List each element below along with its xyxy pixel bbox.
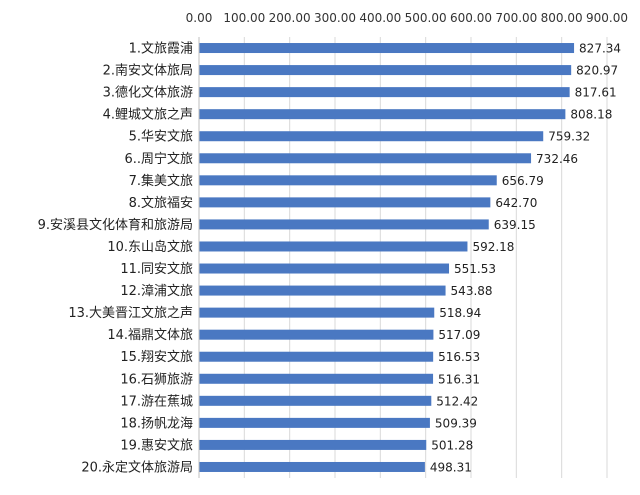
- category-label: 18.扬帆龙海: [120, 416, 193, 431]
- category-label: 9.安溪县文化体育和旅游局: [38, 217, 193, 233]
- bar: [199, 395, 432, 406]
- value-label: 509.39: [435, 416, 477, 430]
- category-label: 8.文旅福安: [129, 196, 193, 211]
- bar: [199, 241, 468, 252]
- x-tick-label: 0.00: [186, 11, 213, 25]
- value-labels: 827.34 820.97 817.61 808.18 759.32 732.46 656.…: [430, 42, 621, 475]
- category-label: 19.惠安文旅: [120, 438, 193, 453]
- category-label: 5.华安文旅: [129, 130, 193, 145]
- value-label: 498.31: [430, 460, 472, 474]
- bar: [199, 131, 544, 142]
- category-label: 10.东山岛文旅: [107, 239, 193, 255]
- value-label: 820.97: [576, 64, 618, 78]
- bar: [199, 109, 566, 120]
- category-label: 16.石狮旅游: [120, 372, 193, 387]
- category-label: 13.大美晋江文旅之声: [68, 306, 193, 321]
- category-label: 15.翔安文旅: [120, 350, 193, 365]
- bars: [199, 43, 575, 472]
- value-label: 512.42: [436, 394, 478, 408]
- value-label: 639.15: [494, 218, 536, 232]
- bar: [199, 439, 427, 450]
- category-label: 20.永定文体旅游局: [81, 460, 193, 475]
- bar: [199, 65, 572, 76]
- value-label: 642.70: [495, 196, 537, 210]
- value-label: 656.79: [502, 174, 544, 188]
- bar: [199, 285, 446, 296]
- category-label: 11.同安文旅: [120, 262, 193, 277]
- bar: [199, 153, 532, 164]
- category-label: 14.福鼎文体旅: [107, 328, 193, 343]
- grid-lines: [198, 37, 608, 478]
- bar: [199, 87, 570, 98]
- bar: [199, 373, 434, 384]
- category-label: 3.德化文体旅游: [103, 86, 193, 101]
- bar: [199, 197, 491, 208]
- value-label: 501.28: [431, 438, 473, 452]
- x-tick-label: 100.00: [223, 11, 265, 25]
- bar: [199, 307, 435, 318]
- x-tick-label: 900.00: [586, 11, 628, 25]
- value-label: 827.34: [579, 42, 621, 56]
- value-label: 517.09: [438, 328, 480, 342]
- x-tick-label: 600.00: [450, 11, 492, 25]
- category-label: 4.鲤城文旅之声: [103, 108, 193, 123]
- x-tick-label: 500.00: [405, 11, 447, 25]
- x-tick-label: 400.00: [359, 11, 401, 25]
- value-label: 543.88: [451, 284, 493, 298]
- bar: [199, 219, 489, 230]
- x-tick-label: 700.00: [495, 11, 537, 25]
- value-label: 732.46: [536, 152, 578, 166]
- value-label: 592.18: [472, 240, 514, 254]
- value-label: 516.53: [438, 350, 480, 364]
- category-label: 17.游在蕉城: [120, 394, 193, 409]
- category-label: 7.集美文旅: [129, 173, 193, 189]
- value-label: 516.31: [438, 372, 480, 386]
- x-axis-ticks: 0.00 100.00 200.00 300.00 400.00 500.00 600.00…: [186, 11, 628, 25]
- bar: [199, 461, 425, 472]
- value-label: 817.61: [575, 86, 617, 100]
- value-label: 759.32: [548, 130, 590, 144]
- value-label: 551.53: [454, 262, 496, 276]
- bar: [199, 417, 430, 428]
- category-label: 2.南安文体旅局: [103, 63, 193, 79]
- bar: [199, 329, 434, 340]
- x-tick-label: 800.00: [541, 11, 583, 25]
- category-label: 1.文旅霞浦: [129, 42, 193, 57]
- category-label: 6..周宁文旅: [124, 151, 193, 167]
- x-tick-label: 300.00: [314, 11, 356, 25]
- x-tick-label: 200.00: [269, 11, 311, 25]
- bar: [199, 351, 434, 362]
- value-label: 808.18: [570, 108, 612, 122]
- bar: [199, 43, 575, 54]
- value-label: 518.94: [439, 306, 481, 320]
- bar: [199, 175, 497, 186]
- category-labels: 1.文旅霞浦 2.南安文体旅局 3.德化文体旅游 4.鲤城文旅之声 5.华安文旅 6..周…: [38, 42, 193, 476]
- category-label: 12.漳浦文旅: [120, 283, 193, 299]
- bar: [199, 263, 450, 274]
